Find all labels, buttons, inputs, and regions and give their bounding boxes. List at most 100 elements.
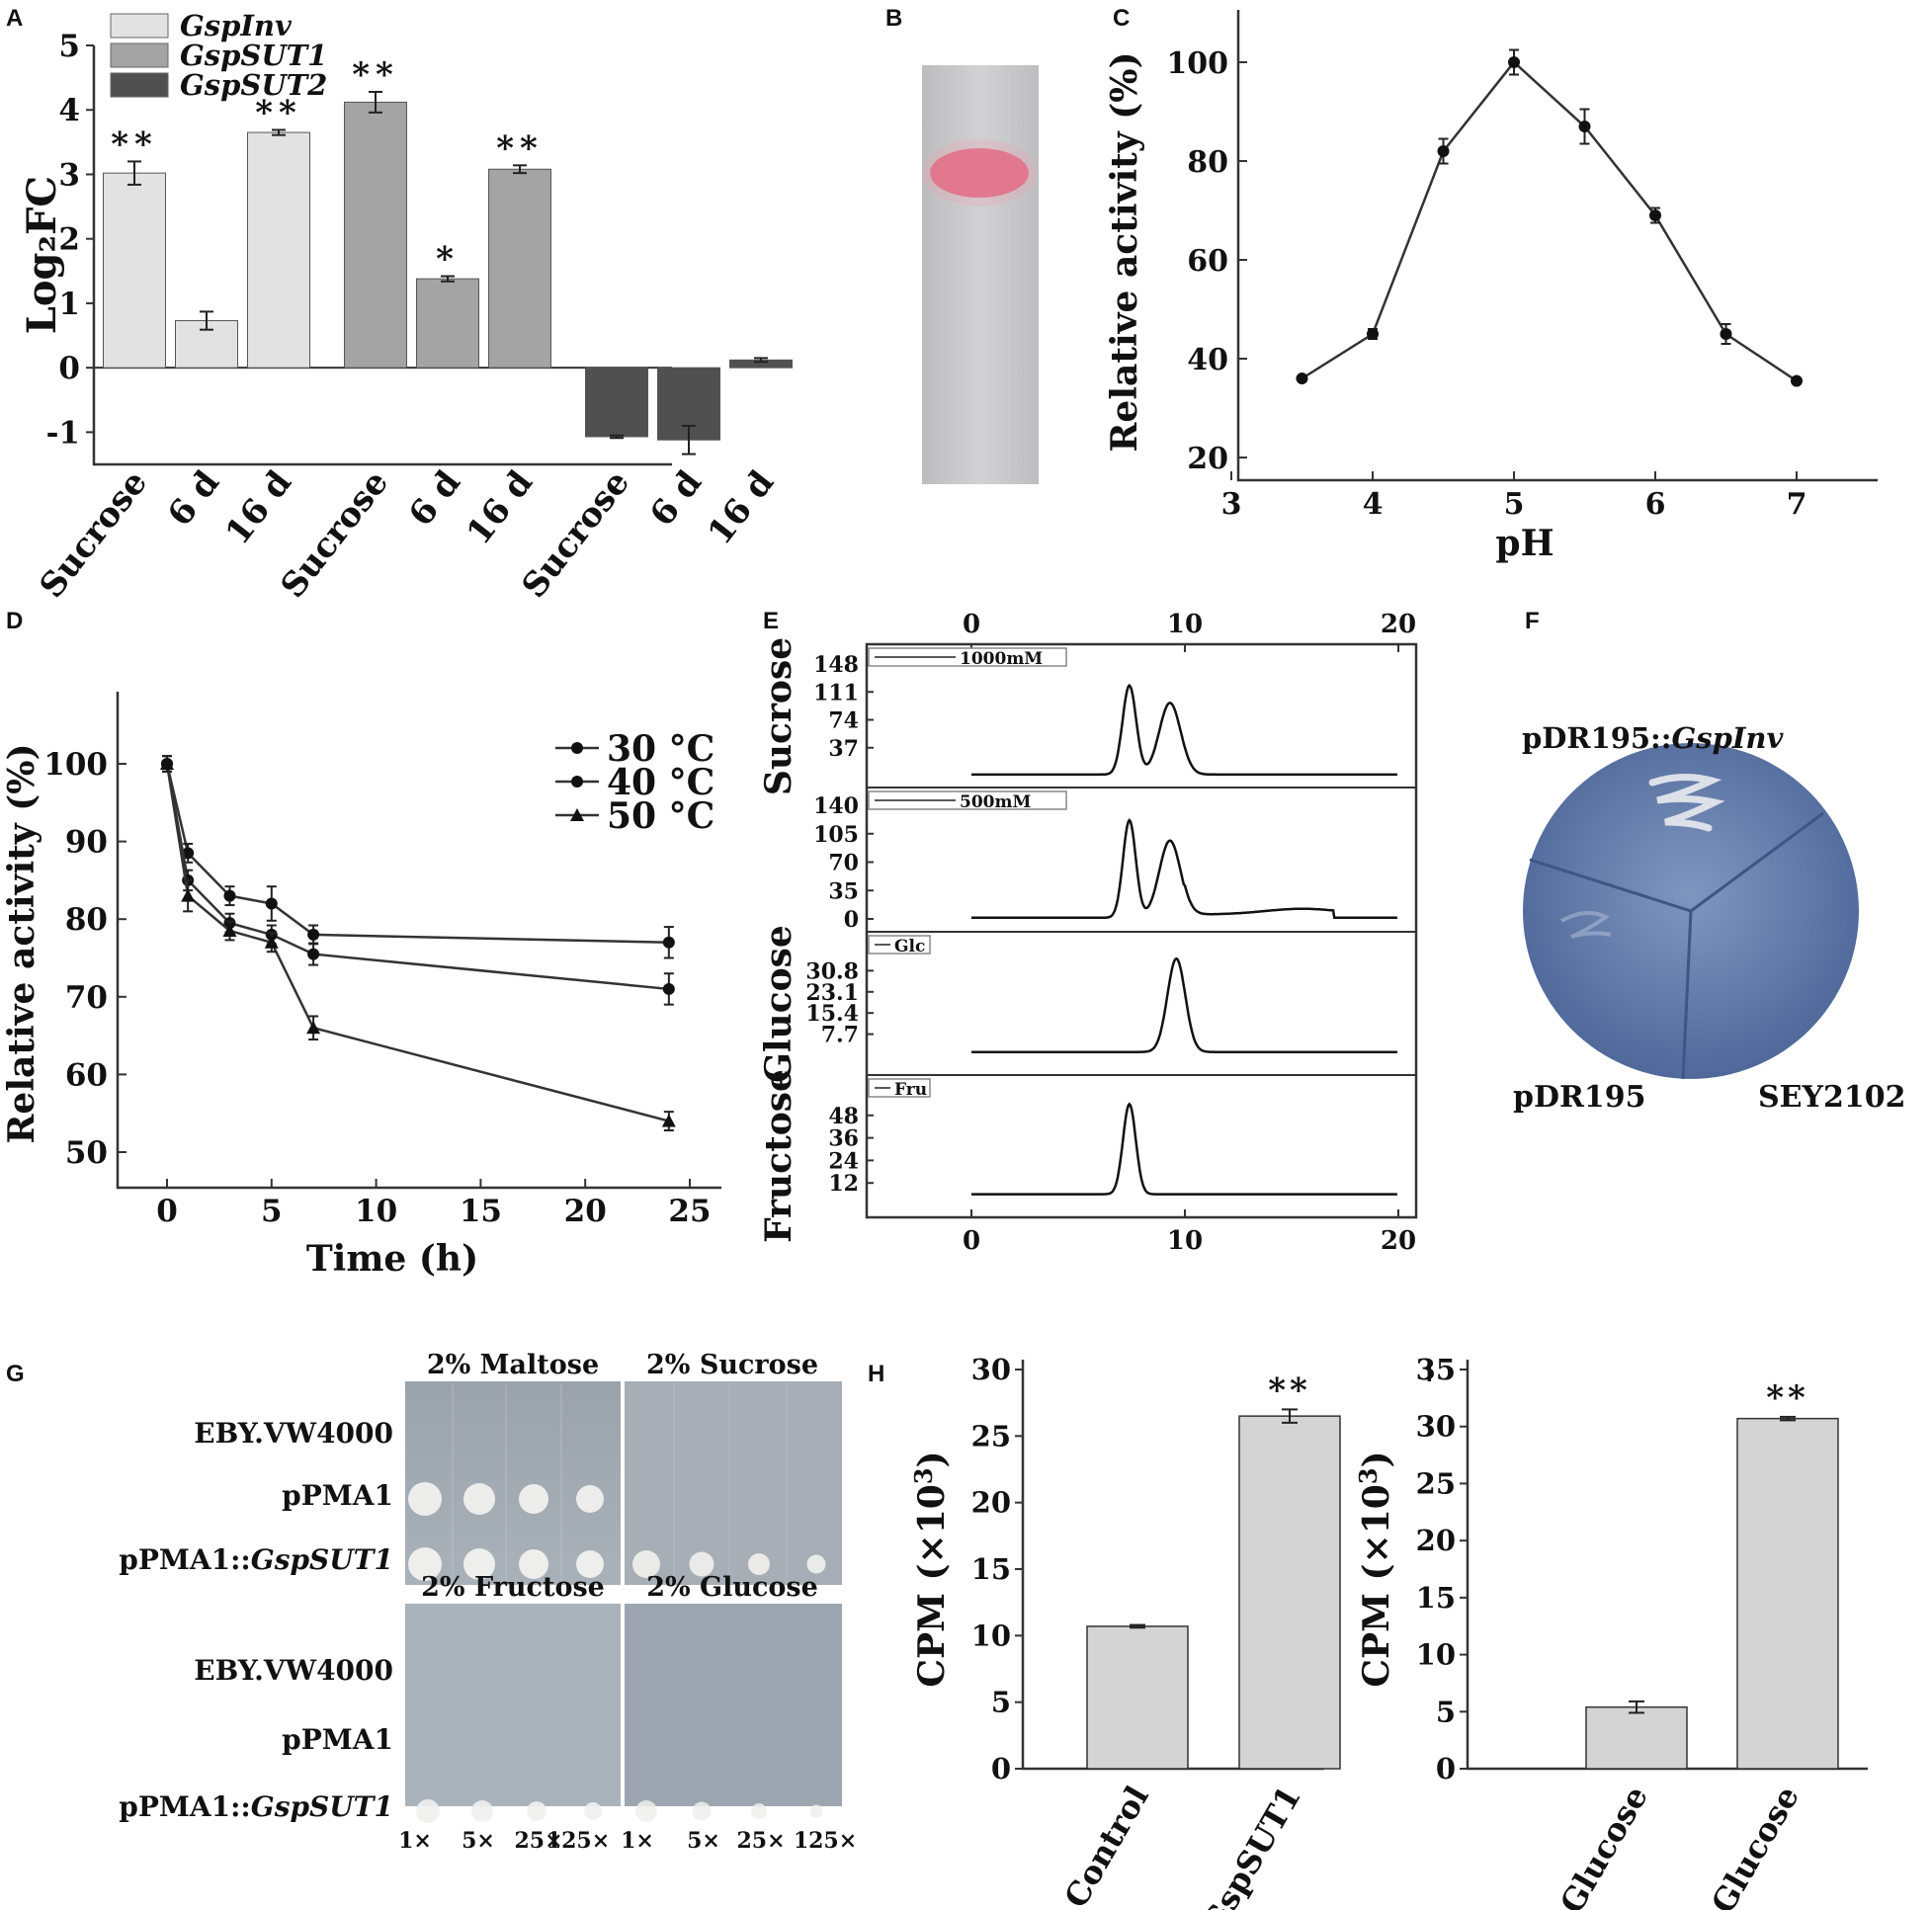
e-ytick-label: 7.7 [821, 1023, 859, 1048]
c-ytick-label: 20 [1187, 442, 1228, 476]
i-bar [1736, 1417, 1839, 1770]
d-ytick-label: 90 [65, 825, 108, 861]
d-point [307, 948, 320, 960]
dilution-labels: 1× 5× 25×125× 1× 5× 25× 125× [398, 1828, 857, 1854]
d-series-line [165, 763, 669, 991]
row-label-ppma1-top: pPMA1 [282, 1479, 393, 1512]
plate-maltose [405, 1381, 621, 1585]
d-legend-label: 40 °C [607, 762, 714, 803]
h-ytick-label: 10 [971, 1619, 1011, 1652]
e-trace [971, 1102, 1397, 1196]
spot [692, 1801, 712, 1821]
pink-band [930, 148, 1029, 198]
e-legend-label: Glc [894, 937, 925, 956]
e-xtick-label-top: 10 [1167, 610, 1203, 639]
i-bar [1585, 1705, 1688, 1770]
spot [576, 1485, 604, 1513]
c-ytick-label: 80 [1187, 145, 1228, 180]
a-legend-swatch [110, 13, 169, 39]
c-point [1791, 374, 1803, 387]
d-legend-label: 50 °C [607, 795, 714, 837]
c-xtick-label: 6 [1645, 487, 1666, 522]
e-ytick-label: 74 [828, 708, 859, 734]
d-point [662, 936, 675, 949]
row-label-construct-bottom: pPMA1::GspSUT1 [119, 1790, 393, 1823]
e-ytick-label: 111 [813, 680, 859, 706]
spot [527, 1801, 546, 1821]
i-ytick-label: 30 [1416, 1410, 1456, 1444]
a-bar [488, 168, 551, 369]
panel-label-e: E [763, 608, 779, 634]
a-axes [92, 45, 672, 466]
a-xtick-label: 16 d [218, 463, 300, 552]
plate-label-strain: SEY2102 [1758, 1080, 1905, 1115]
spot [408, 1547, 442, 1581]
d-point [181, 888, 196, 902]
e-legend-label: 1000mM [960, 649, 1043, 669]
spot [463, 1548, 495, 1580]
panel-h-bar-chart: 0 5 10 15 20 25 30 Control ** GspSUT1 CPM (×103) [909, 1353, 1341, 1910]
yeast-streak [1648, 774, 1725, 832]
a-legend-label: GspSUT2 [180, 68, 327, 102]
panel-b-gel-strip [922, 65, 1039, 484]
i-ytick-label: 10 [1416, 1638, 1456, 1672]
yeast-spots [408, 1383, 826, 1823]
i-significance: ** [1766, 1378, 1809, 1418]
d-point [662, 982, 675, 995]
h-ytick-label: 5 [991, 1686, 1011, 1719]
dilution-label: 125× [546, 1828, 610, 1854]
d-point [265, 897, 278, 910]
header-glucose: 2% Glucose [646, 1572, 818, 1603]
spot [519, 1549, 548, 1579]
i-xtick-label: - Glucose [1541, 1780, 1655, 1910]
row-label-eby-bottom: EBY.VW4000 [194, 1654, 393, 1687]
a-ytick-label: 5 [58, 29, 80, 64]
d-point [306, 1021, 321, 1035]
e-xtick-label-bottom: 20 [1381, 1226, 1416, 1256]
a-significance: ** [496, 128, 544, 168]
d-xlabel: Time (h) [306, 1238, 478, 1280]
panel-label-b: B [885, 5, 902, 32]
spot [635, 1800, 657, 1822]
header-sucrose: 2% Sucrose [646, 1350, 818, 1380]
e-ytick-label: 148 [813, 652, 859, 678]
spot [463, 1483, 495, 1515]
spot [408, 1482, 442, 1516]
d-xtick-label: 10 [355, 1194, 397, 1229]
e-group-label-glucose: Glucose [758, 925, 799, 1083]
a-xtick-label: 16 d [701, 463, 783, 552]
c-point [1578, 121, 1591, 132]
a-bar [175, 320, 238, 369]
h-bar [1238, 1415, 1341, 1770]
a-significance: ** [111, 125, 158, 164]
h-xtick-label: Control [1056, 1780, 1156, 1910]
e-ytick-label: 140 [813, 793, 859, 819]
a-ytick-label: 3 [58, 157, 80, 193]
c-point [1649, 209, 1661, 221]
a-legend-swatch [110, 42, 169, 68]
c-axes [1236, 10, 1878, 482]
plate-fructose [405, 1604, 621, 1806]
e-trace [971, 818, 1397, 920]
c-ytick-label: 60 [1187, 244, 1228, 279]
d-xtick-label: 0 [156, 1194, 178, 1229]
d-legend-label: 30 °C [607, 728, 714, 770]
e-ytick-label: 15.4 [805, 1001, 859, 1027]
e-ytick-label: 36 [828, 1126, 859, 1152]
h-ytick-label: 25 [971, 1419, 1011, 1453]
e-ytick-label: 30.8 [805, 958, 859, 984]
spot [806, 1554, 826, 1574]
d-xtick-label: 20 [564, 1194, 607, 1229]
c-line [1301, 60, 1798, 382]
i-ytick-label: 35 [1416, 1353, 1456, 1386]
e-legend-box [868, 1078, 931, 1098]
c-ylabel: Relative activity (%) [1104, 52, 1145, 453]
panel-f-plate: pDR195::GspInv pDR195 SEY2102 [1513, 721, 1905, 1115]
h-ytick-label: 15 [971, 1552, 1011, 1586]
e-ytick-label: 0 [844, 907, 859, 933]
e-xtick-label-bottom: 10 [1167, 1226, 1203, 1256]
d-point [160, 757, 174, 770]
d-ytick-label: 50 [65, 1135, 108, 1171]
a-bar [103, 172, 166, 369]
